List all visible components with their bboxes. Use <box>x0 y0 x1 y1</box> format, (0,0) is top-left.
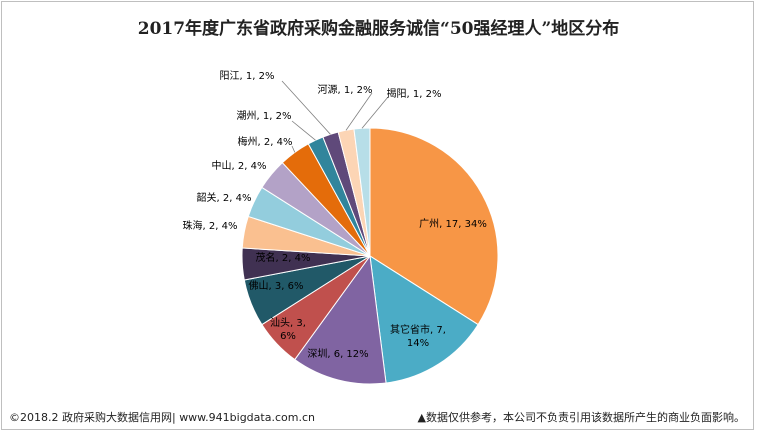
leader-line-14 <box>361 96 389 129</box>
leader-line-11 <box>291 120 316 141</box>
slice-label-6: 茂名, 2, 4% <box>256 251 311 264</box>
footer-disclaimer: ▲数据仅供参考，本公司不负责引用该数据所产生的商业负面影响。 <box>417 411 745 424</box>
slice-label-13: 河源, 1, 2% <box>318 83 373 96</box>
slice-label-11: 潮州, 1, 2% <box>237 109 292 122</box>
slice-labels: 广州, 17, 34% 其它省市, 7, 14% 深圳, 6, 12% 汕头, 3, 6%… <box>183 70 487 360</box>
pie-slice-2 <box>369 255 479 384</box>
slice-label-4-line2: 6% <box>280 331 296 342</box>
leader-line-10 <box>291 145 296 153</box>
slice-label-3: 深圳, 6, 12% <box>307 348 368 360</box>
slice-label-2: 其它省市, 7, <box>390 323 446 336</box>
slice-label-14: 揭阳, 1, 2% <box>387 87 442 100</box>
slice-label-10: 梅州, 2, 4% <box>238 135 293 148</box>
pie-slices <box>241 127 499 385</box>
slice-label-4: 汕头, 3, <box>270 317 306 329</box>
leader-line-12 <box>281 80 331 135</box>
leader-line-13 <box>345 92 373 131</box>
slice-label-5: 佛山, 3, 6% <box>249 279 304 292</box>
leader-lines <box>281 80 389 153</box>
slice-label-9: 中山, 2, 4% <box>212 159 267 172</box>
slice-label-12: 阳江, 1, 2% <box>220 70 275 82</box>
footer-copyright: ©2018.2 政府采购大数据信用网| www.941bigdata.com.c… <box>9 411 315 424</box>
chart-title: 2017年度广东省政府采购金融服务诚信“50强经理人”地区分布 <box>137 19 620 39</box>
pie-slice-3 <box>294 254 387 385</box>
slice-label-1: 广州, 17, 34% <box>419 218 487 230</box>
slice-label-8: 韶关, 2, 4% <box>197 191 252 204</box>
slice-label-7: 珠海, 2, 4% <box>183 219 238 232</box>
slice-label-2-line2: 14% <box>407 338 429 349</box>
pie-slice-1 <box>369 127 499 326</box>
